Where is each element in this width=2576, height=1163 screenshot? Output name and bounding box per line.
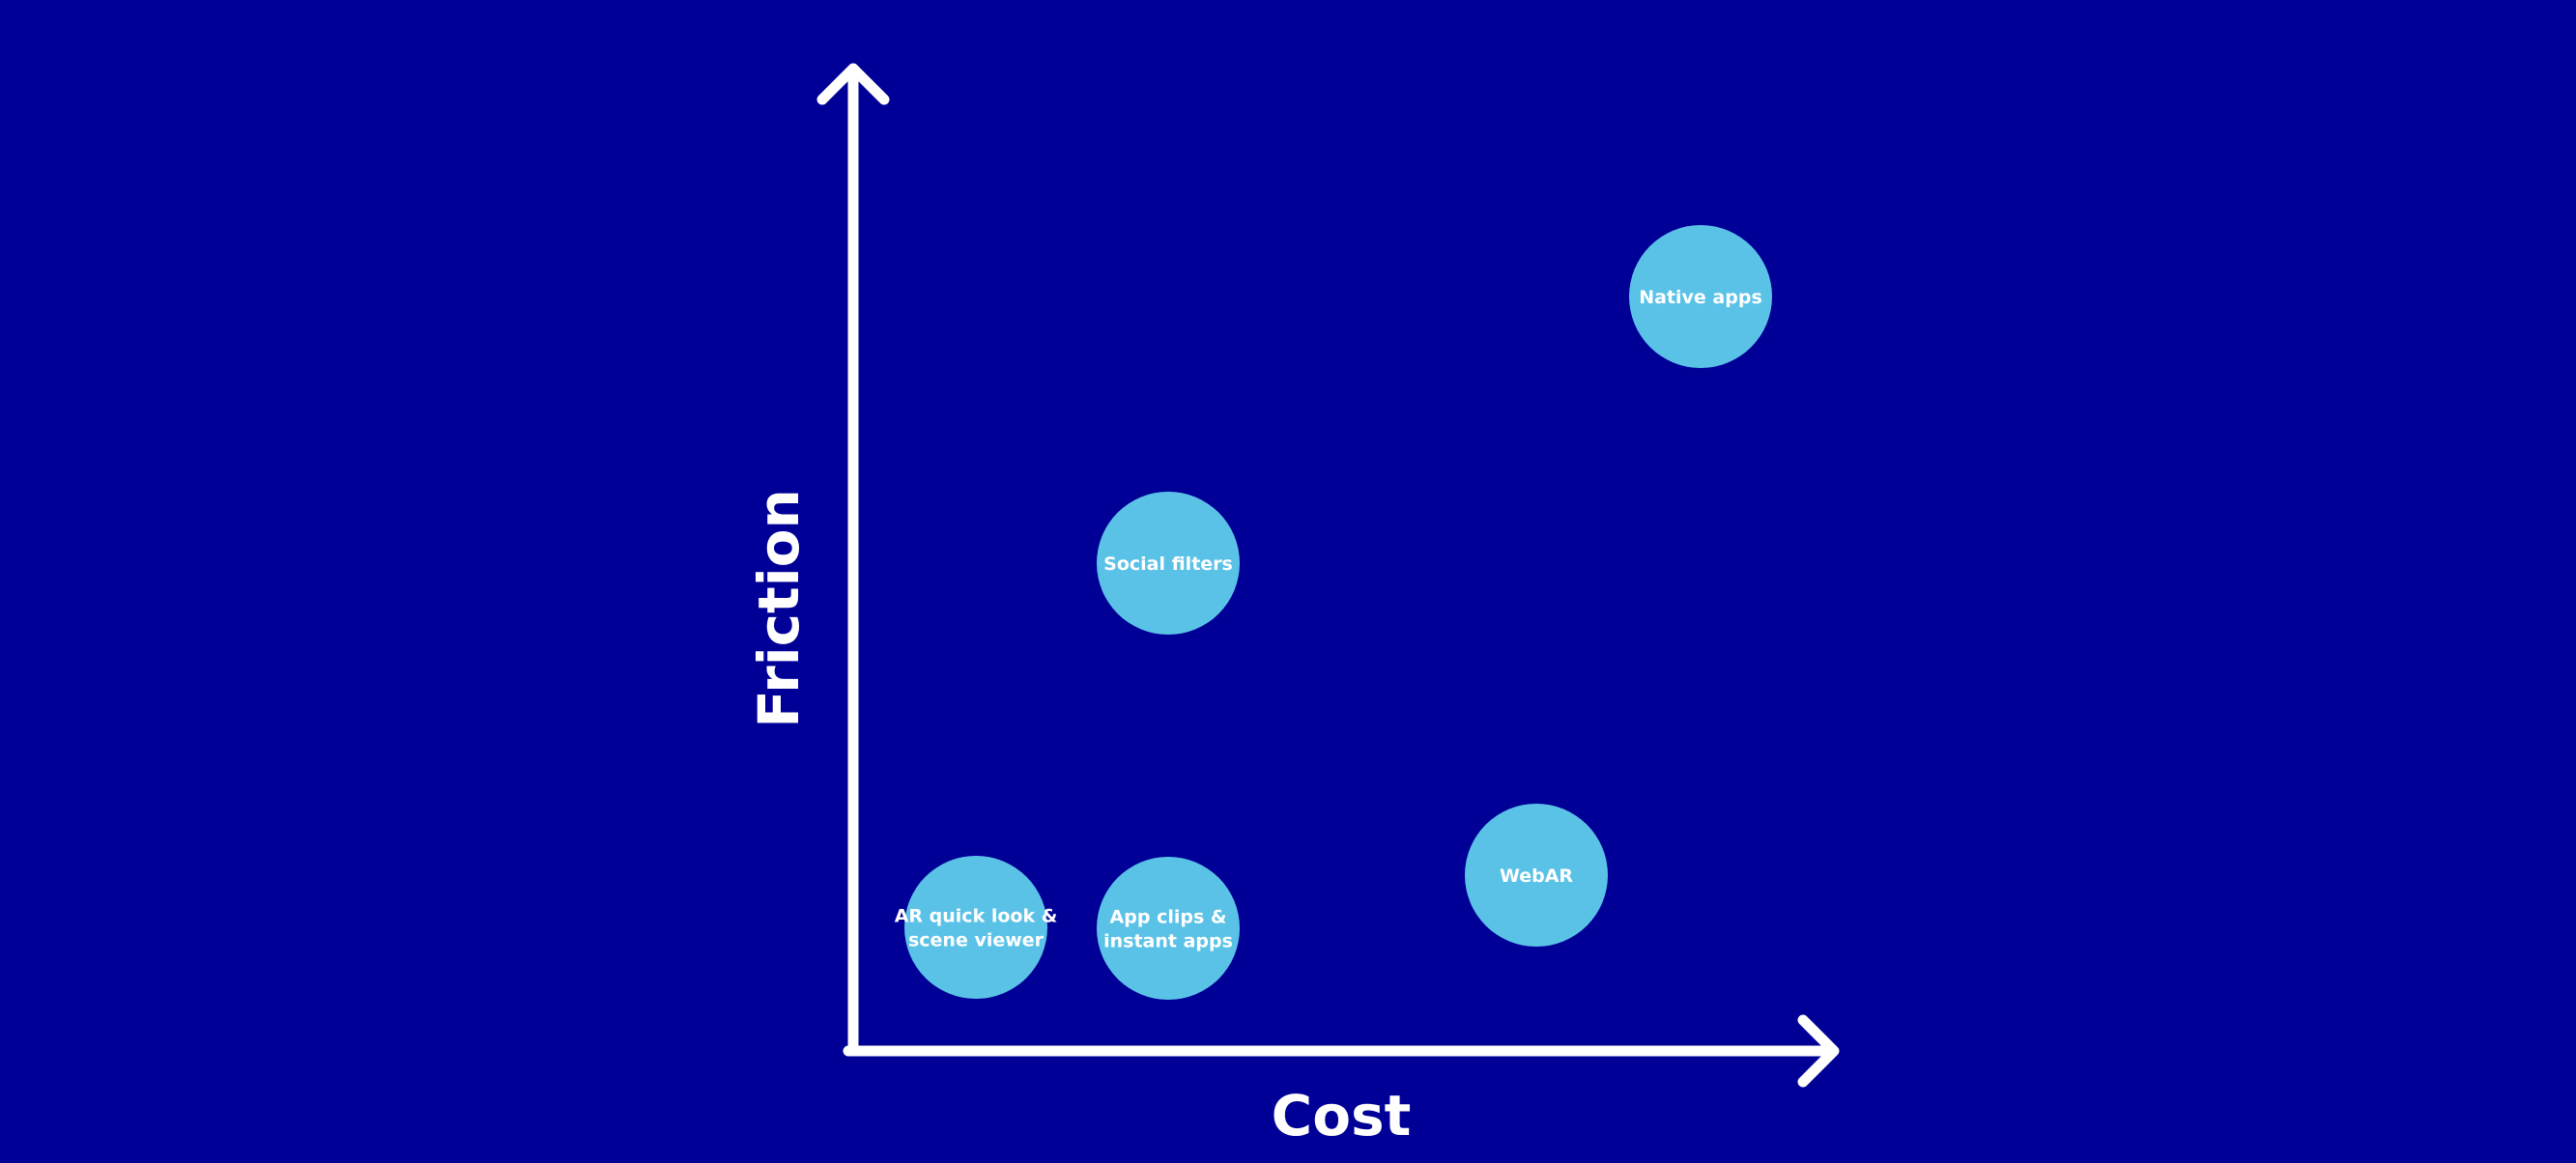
bubble-label: App clips & [1110, 907, 1227, 928]
bubble-label: AR quick look & [895, 906, 1058, 927]
bubble-item: App clips & instant apps [1097, 857, 1240, 1000]
bubble-circle [904, 856, 1047, 999]
bubble-circle [1465, 804, 1608, 947]
bubble-item: WebAR [1465, 804, 1608, 947]
x-axis-label: Cost [1272, 1083, 1412, 1149]
bubble-label: scene viewer [908, 930, 1045, 951]
bubble-circle [1097, 857, 1240, 1000]
bubble-item: AR quick look & scene viewer [895, 856, 1058, 999]
y-axis [816, 63, 890, 1057]
bubble-circle [1097, 492, 1240, 635]
bubble-label: WebAR [1500, 865, 1573, 887]
bubble-item: Native apps [1629, 225, 1772, 368]
y-axis-label: Friction [746, 489, 812, 728]
bubble-label: Native apps [1639, 287, 1762, 308]
bubble-label: instant apps [1103, 931, 1233, 952]
x-axis [843, 1014, 1840, 1088]
bubble-item: Social filters [1097, 492, 1240, 635]
bubble-label: Social filters [1103, 553, 1233, 575]
bubble-circle [1629, 225, 1772, 368]
